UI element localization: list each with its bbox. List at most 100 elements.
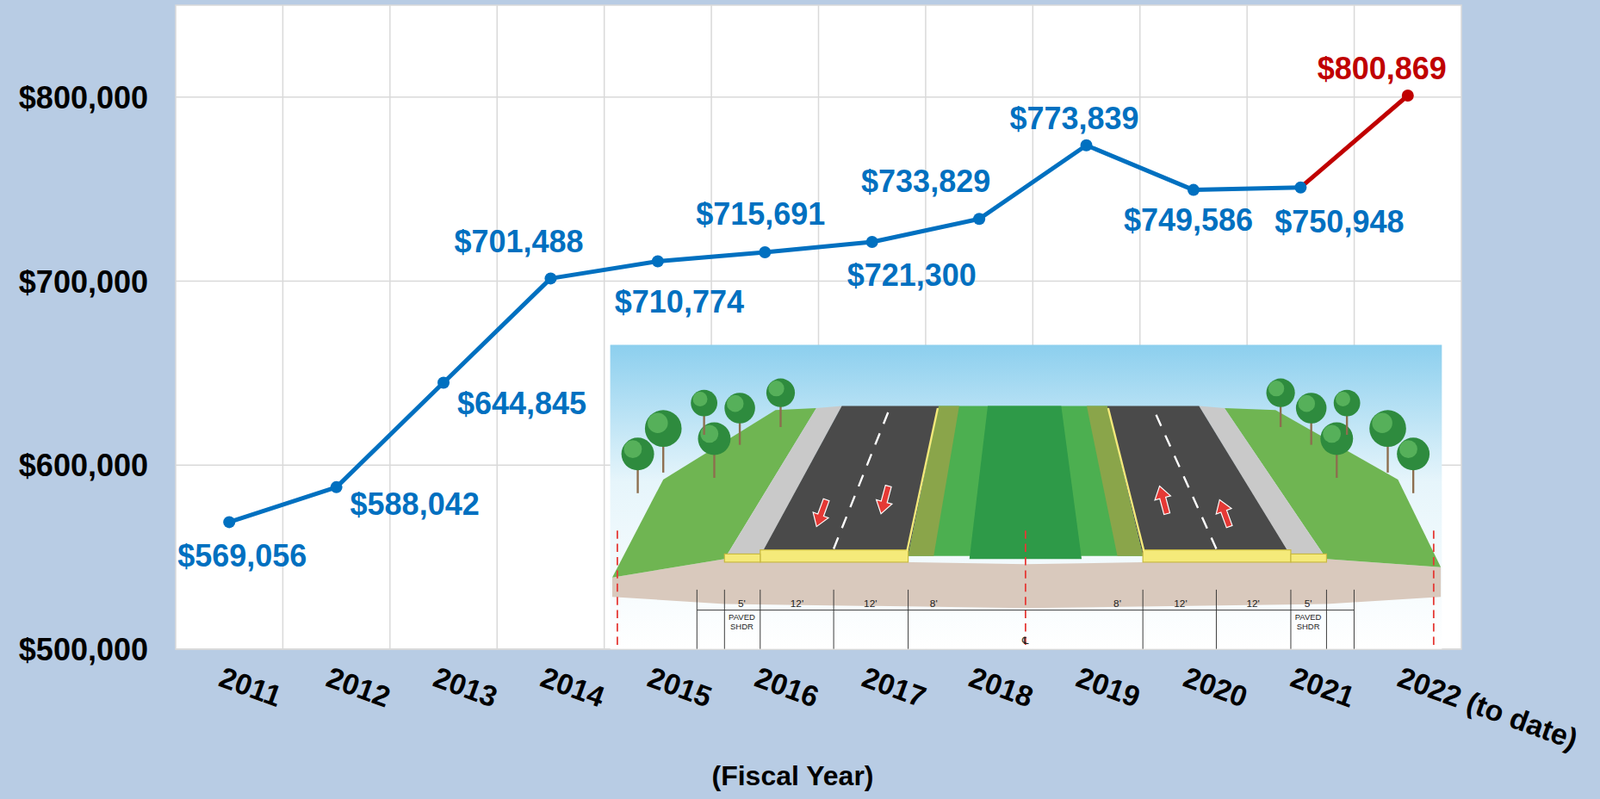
dimension-tick (1142, 589, 1144, 650)
data-label: $800,869 (1317, 50, 1447, 87)
dimension-label: 8' (1113, 597, 1122, 610)
tree-crown (690, 390, 718, 417)
pavement-edge (1142, 550, 1291, 563)
carriageway (760, 406, 939, 557)
tree-highlight (1298, 395, 1316, 413)
tree-crown (1296, 392, 1328, 424)
dimension-tick (1215, 589, 1217, 650)
dimension-tick (724, 589, 726, 650)
tree-crown (1320, 422, 1353, 456)
data-point (1401, 89, 1414, 102)
tree-crown (1396, 437, 1430, 471)
tree-crown (1266, 378, 1296, 408)
tree-highlight (1371, 413, 1392, 434)
lane-line (833, 408, 890, 550)
data-point (223, 515, 236, 528)
x-axis-title: (Fiscal Year) (712, 760, 875, 792)
data-label: $773,839 (1009, 100, 1139, 137)
data-label: $750,948 (1274, 204, 1404, 240)
tree-crown (698, 422, 732, 456)
pavement-edge (760, 550, 909, 563)
sky (610, 345, 1443, 650)
y-tick-label: $800,000 (18, 80, 149, 116)
dimension-label: 5' (1304, 597, 1313, 610)
x-tick-label: 2020 (1179, 660, 1253, 714)
tree-highlight (647, 413, 668, 434)
road-illustration: 5'PAVEDSHDR12'12'8'℄8'12'12'5'PAVEDSHDR (610, 345, 1443, 650)
chart: $500,000$600,000$700,000$800,0005'PAVEDS… (0, 0, 1600, 799)
x-tick-label: 2022 (to date) (1393, 660, 1582, 757)
dimension-tick (1326, 589, 1328, 650)
dimension-label: 12' (1246, 597, 1259, 610)
dimension-tick (833, 589, 835, 650)
dimension-label: ℄ (1021, 634, 1030, 647)
tree-highlight (623, 440, 642, 459)
line-segment (336, 382, 444, 487)
arrow-shape (1151, 483, 1175, 516)
data-point (758, 246, 771, 259)
data-point (1294, 181, 1307, 194)
series (223, 89, 1414, 528)
dimension-label: PAVEDSHDR (1295, 612, 1322, 632)
data-label: $701,488 (453, 223, 583, 260)
dimension-tick (1353, 589, 1355, 650)
category-grid-line (603, 5, 606, 650)
edge-line (1108, 408, 1144, 552)
x-tick-label: 2018 (965, 660, 1038, 714)
x-tick-label: 2019 (1072, 660, 1145, 714)
data-label: $733,829 (861, 163, 991, 199)
line-segment (872, 218, 980, 242)
tree-highlight (693, 391, 708, 407)
lane-line (1153, 408, 1216, 550)
data-point (437, 376, 450, 389)
dimension-tick (696, 589, 698, 650)
tree-crown (644, 409, 683, 447)
dimension-label: PAVEDSHDR (728, 612, 756, 632)
dimension-label: 5' (737, 597, 746, 610)
data-point (866, 235, 879, 249)
category-grid-line (389, 5, 391, 650)
x-tick-label: 2012 (322, 660, 395, 714)
data-point (651, 255, 664, 268)
dimension-label: 12' (790, 597, 804, 610)
dimension-label-line: PAVED (728, 612, 756, 622)
data-label: $588,042 (350, 486, 480, 522)
x-tick-label: 2013 (429, 660, 503, 714)
line-segment (979, 145, 1086, 220)
data-label: $721,300 (847, 257, 977, 293)
direction-arrow (873, 483, 897, 516)
data-point (1080, 139, 1093, 152)
grid-line (175, 280, 1462, 283)
data-label: $644,845 (457, 385, 587, 422)
tree-crown (1369, 409, 1407, 447)
shoulder-edge (724, 553, 760, 562)
direction-arrow (1211, 496, 1237, 530)
direction-arrow (1151, 483, 1175, 516)
tree-highlight (1335, 391, 1351, 407)
data-point (1187, 184, 1200, 197)
data-label: $715,691 (695, 196, 825, 232)
dimension-label: 8' (930, 597, 938, 610)
dimension-line (696, 609, 1354, 611)
data-label: $749,586 (1123, 202, 1253, 238)
line-segment (1193, 187, 1301, 191)
x-tick-label: 2014 (536, 660, 609, 714)
line-segment (764, 241, 872, 253)
grid-line (175, 96, 1462, 99)
data-point (544, 272, 557, 285)
dimension-tick (907, 589, 909, 650)
line-segment (443, 278, 551, 383)
reference-line (616, 530, 619, 649)
tree-crown (1333, 390, 1361, 417)
dimension-tick (1289, 589, 1291, 650)
dimension-label-line: SHDR (1296, 621, 1321, 632)
line-segment (550, 261, 658, 280)
line-segment (1086, 145, 1194, 191)
dimension-label-line: PAVED (1295, 612, 1322, 622)
dimension-label: 12' (863, 597, 877, 610)
y-tick-label: $500,000 (18, 632, 149, 668)
dimension-tick (759, 589, 761, 650)
ground (612, 558, 1441, 608)
background (0, 0, 1600, 799)
data-label: $710,774 (614, 284, 745, 320)
